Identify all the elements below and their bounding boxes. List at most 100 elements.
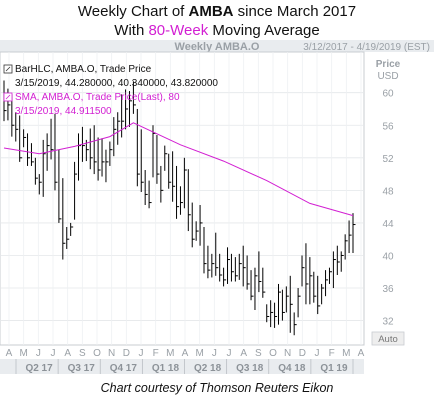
hlc-bar [187, 169, 191, 232]
title-suffix: since March 2017 [233, 3, 357, 20]
y-axis-label-price: Price [376, 59, 401, 70]
quarter-label: Q4 17 [110, 363, 138, 374]
hlc-bar [301, 255, 305, 287]
month-label: A [182, 348, 189, 359]
chart-title-line2: With 80-Week Moving Average [0, 21, 434, 40]
hlc-bar [54, 113, 58, 191]
hlc-bar [313, 271, 317, 303]
hlc-bar [168, 153, 172, 189]
hlc-bar [128, 91, 132, 127]
hlc-bar [234, 257, 238, 282]
hlc-bar [140, 129, 144, 192]
hlc-bar [281, 289, 285, 321]
hlc-bar [23, 129, 27, 148]
month-label: S [255, 348, 262, 359]
hlc-bar [344, 234, 348, 260]
chart-header-symbol: Weekly AMBA.O [175, 41, 260, 53]
hlc-bar [172, 151, 176, 202]
month-label: A [240, 348, 247, 359]
month-label: F [153, 348, 159, 359]
month-label: D [299, 348, 306, 359]
hlc-bar [156, 135, 160, 184]
hlc-bar [211, 253, 215, 278]
month-label: A [358, 348, 365, 359]
month-label: J [51, 348, 56, 359]
month-label: M [195, 348, 203, 359]
hlc-bar [285, 286, 289, 313]
hlc-bar [305, 243, 309, 305]
auto-scale-label: Auto [378, 334, 398, 345]
legend: BarHLC, AMBA.O, Trade Price 3/15/2019, 4… [3, 64, 218, 117]
quarter-strip [0, 359, 364, 374]
month-label: J [36, 348, 41, 359]
hlc-bar [238, 253, 242, 280]
hlc-bar [328, 267, 332, 284]
x-axis-quarters: Q2 17 Q3 17 Q4 17 Q1 18 Q2 18 Q3 18 Q4 18 Q1 19 [15, 359, 354, 374]
hlc-bar [113, 117, 117, 157]
y-tick-label: 36 [382, 284, 394, 295]
chart-title-line1: Weekly Chart of AMBA since March 2017 [0, 2, 434, 21]
y-tick-label: 60 [382, 89, 394, 100]
quarter-label: Q4 18 [278, 363, 306, 374]
month-label: J [139, 348, 144, 359]
chart-header-bg [0, 40, 434, 52]
y-tick-label: 44 [382, 219, 394, 230]
hlc-bar [160, 165, 164, 203]
hlc-bar [321, 283, 325, 305]
title-prefix: Weekly Chart of [77, 3, 189, 20]
hlc-bar [207, 245, 211, 279]
hlc-bar [164, 145, 168, 171]
quarter-label: Q2 17 [25, 363, 53, 374]
hlc-bar [203, 226, 207, 274]
month-label: O [93, 348, 101, 359]
hlc-bar [199, 205, 203, 246]
hlc-bar [27, 133, 31, 166]
quarter-label: Q1 19 [320, 363, 348, 374]
y-tick-label: 56 [382, 121, 394, 132]
auto-scale-button[interactable] [371, 331, 405, 346]
hlc-bar [183, 157, 187, 209]
hlc-bar [230, 253, 234, 282]
subtitle-prefix: With [114, 22, 149, 39]
hlc-bar [34, 157, 38, 185]
hlc-bar [125, 89, 129, 130]
plot-area [0, 51, 365, 346]
hlc-bar [262, 267, 266, 298]
hlc-bar [352, 213, 356, 254]
hlc-bar [266, 304, 270, 323]
month-label: M [166, 348, 174, 359]
y-tick-label: 40 [382, 251, 394, 262]
legend-hlc-name: BarHLC, AMBA.O, Trade Price [15, 64, 152, 75]
y-axis-label-usd: USD [377, 71, 398, 82]
hlc-bar [219, 253, 223, 282]
hlc-bar [89, 128, 93, 170]
month-label: J [212, 348, 217, 359]
hlc-bar [97, 137, 101, 181]
month-label: A [64, 348, 71, 359]
hlc-bar [50, 118, 54, 160]
sma-line [3, 122, 354, 217]
hlc-bar [309, 257, 313, 305]
hlc-bar [144, 170, 148, 206]
hlc-bar [179, 186, 183, 215]
hlc-bar [258, 251, 262, 293]
month-label: S [79, 348, 86, 359]
hlc-bar [246, 255, 250, 290]
hlc-bar [62, 178, 66, 260]
hlc-bar [136, 108, 140, 187]
hlc-bars [3, 80, 356, 336]
hlc-bar [19, 115, 23, 162]
month-label: O [269, 348, 277, 359]
hlc-bar [242, 245, 246, 287]
hlc-bar [58, 149, 62, 223]
hlc-bar [132, 81, 136, 114]
y-tick-label: 32 [382, 317, 394, 328]
hlc-bar [336, 245, 340, 276]
hlc-bar [293, 312, 297, 336]
chart-header-range: 3/12/2017 - 4/19/2019 (EST) [303, 42, 430, 53]
subtitle-suffix: Moving Average [208, 22, 320, 39]
hlc-bar [227, 247, 231, 284]
month-label: F [329, 348, 335, 359]
y-tick-label: 48 [382, 186, 394, 197]
